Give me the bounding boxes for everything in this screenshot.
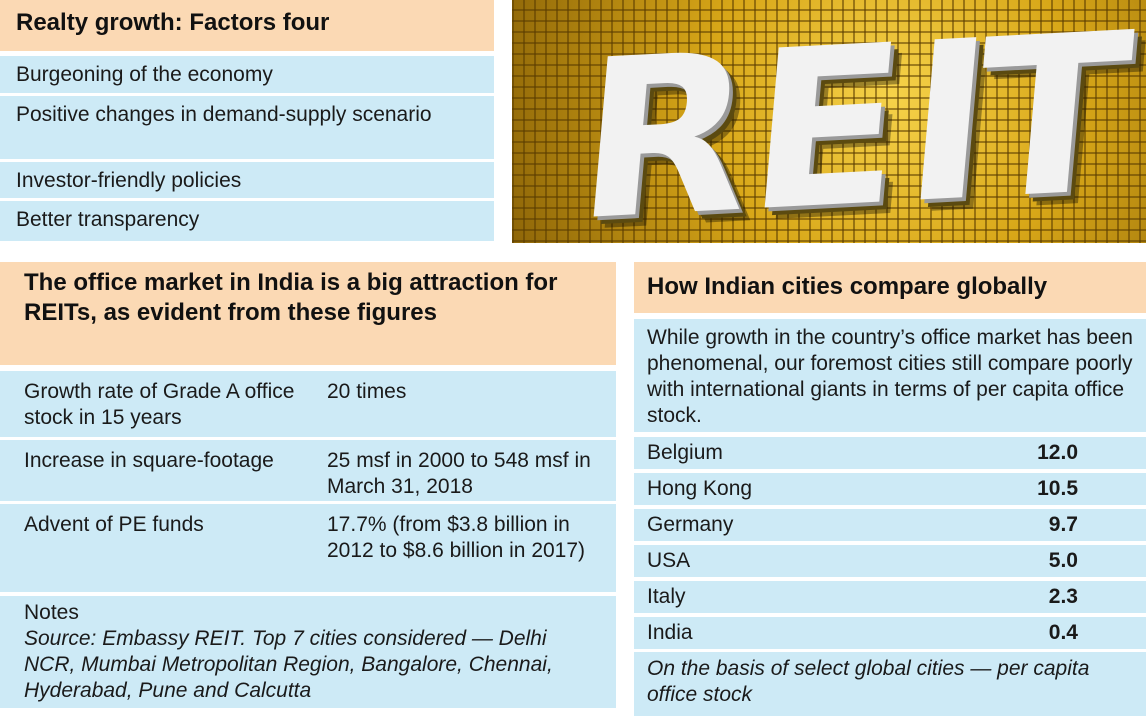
country-value: 12.0 bbox=[1037, 441, 1078, 464]
office-title: The office market in India is a big attr… bbox=[0, 262, 616, 365]
realty-factor: Burgeoning of the economy bbox=[0, 56, 494, 93]
reit-letter: R bbox=[568, 4, 762, 243]
office-row-value: 17.7% (from $3.8 billion in 2012 to $8.6… bbox=[327, 513, 586, 562]
office-row-value: 20 times bbox=[327, 380, 407, 403]
office-row: Advent of PE funds 17.7% (from $3.8 bill… bbox=[0, 504, 616, 592]
office-row: Growth rate of Grade A office stock in 1… bbox=[0, 371, 616, 437]
country-name: Belgium bbox=[647, 441, 723, 464]
country-row: Hong Kong 10.5 bbox=[634, 473, 1146, 505]
country-row: Italy 2.3 bbox=[634, 581, 1146, 613]
office-notes: Notes Source: Embassy REIT. Top 7 cities… bbox=[0, 596, 616, 708]
country-name: Italy bbox=[647, 585, 686, 608]
country-row: Germany 9.7 bbox=[634, 509, 1146, 541]
country-name: Germany bbox=[647, 513, 734, 536]
office-row-label: Advent of PE funds bbox=[24, 513, 204, 536]
global-footnote: On the basis of select global cities — p… bbox=[634, 652, 1146, 716]
reit-letter: E bbox=[739, 0, 914, 243]
office-row: Increase in square-footage 25 msf in 200… bbox=[0, 440, 616, 501]
notes-heading: Notes bbox=[24, 601, 79, 624]
notes-text: Source: Embassy REIT. Top 7 cities consi… bbox=[24, 627, 553, 702]
office-row-value: 25 msf in 2000 to 548 msf in March 31, 2… bbox=[327, 449, 591, 498]
country-value: 0.4 bbox=[1048, 621, 1078, 644]
reit-illustration: R E I T bbox=[512, 0, 1146, 243]
office-row-label: Growth rate of Grade A office stock in 1… bbox=[24, 380, 295, 429]
country-value: 5.0 bbox=[1048, 549, 1078, 572]
country-row: India 0.4 bbox=[634, 617, 1146, 649]
realty-factor: Positive changes in demand-supply scenar… bbox=[0, 96, 494, 159]
country-name: India bbox=[647, 621, 693, 644]
country-value: 10.5 bbox=[1037, 477, 1078, 500]
office-row-label: Increase in square-footage bbox=[24, 449, 274, 472]
global-intro: While growth in the country’s office mar… bbox=[634, 319, 1146, 432]
realty-title: Realty growth: Factors four bbox=[0, 0, 494, 51]
reit-letter: T bbox=[966, 0, 1140, 243]
realty-factor: Investor-friendly policies bbox=[0, 162, 494, 198]
country-value: 9.7 bbox=[1048, 513, 1078, 536]
country-row: Belgium 12.0 bbox=[634, 437, 1146, 469]
realty-factor: Better transparency bbox=[0, 201, 494, 241]
country-row: USA 5.0 bbox=[634, 545, 1146, 577]
reit-letters: R E I T bbox=[568, 0, 1140, 243]
global-title: How Indian cities compare globally bbox=[634, 262, 1146, 313]
country-value: 2.3 bbox=[1048, 585, 1078, 608]
country-name: USA bbox=[647, 549, 691, 572]
country-name: Hong Kong bbox=[647, 477, 753, 500]
